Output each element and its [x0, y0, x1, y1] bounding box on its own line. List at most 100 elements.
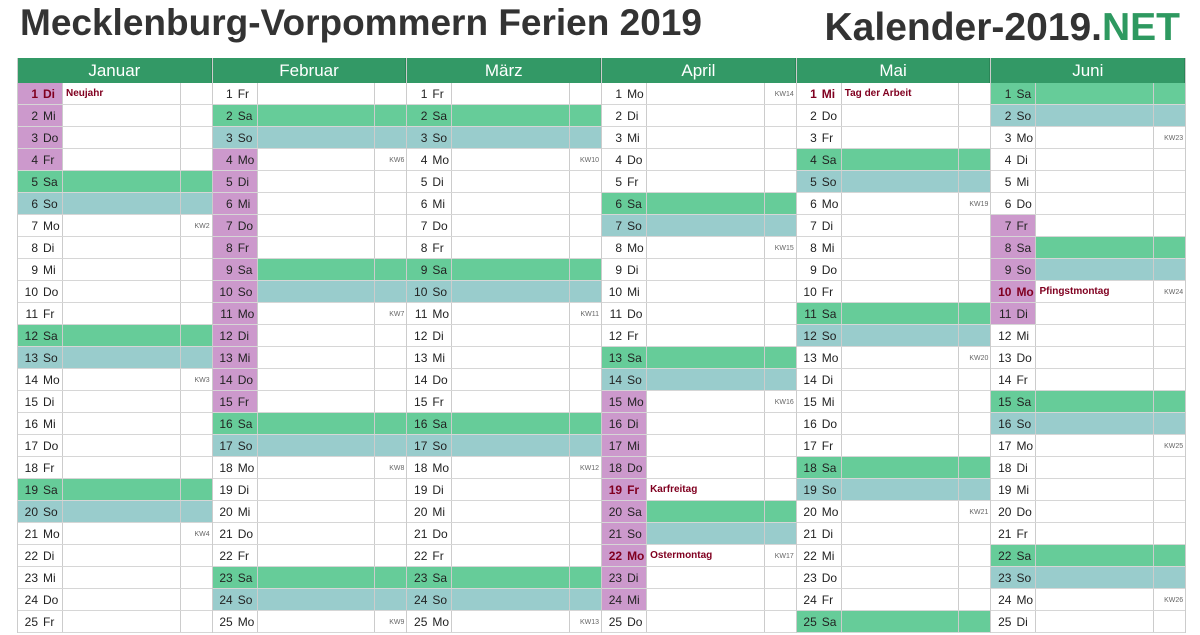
day-row[interactable]: 1 Mo KW14 — [602, 83, 796, 105]
day-row[interactable]: 24 So — [407, 589, 602, 611]
day-row[interactable]: 15 Mi — [796, 391, 991, 413]
day-row[interactable]: 8 Mi — [796, 237, 991, 259]
day-row[interactable]: 5 Di — [212, 171, 407, 193]
day-row[interactable]: 19 Di — [212, 479, 407, 501]
day-row[interactable]: 17 Mi — [602, 435, 796, 457]
day-row[interactable]: 9 Do — [796, 259, 991, 281]
day-row[interactable]: 10 So — [407, 281, 602, 303]
day-row[interactable]: 12 Mi — [991, 325, 1186, 347]
day-row[interactable]: 24 So — [212, 589, 407, 611]
day-row[interactable]: 19 So — [796, 479, 991, 501]
day-row[interactable]: 4 Mo KW10 — [407, 149, 602, 171]
day-row[interactable]: 20 Sa — [602, 501, 796, 523]
day-row[interactable]: 22 Fr — [407, 545, 602, 567]
day-row[interactable]: 5 Fr — [602, 171, 796, 193]
day-row[interactable]: 22 Mo Ostermontag KW17 — [602, 545, 796, 567]
day-row[interactable]: 21 Fr — [991, 523, 1186, 545]
day-row[interactable]: 3 Mo KW23 — [991, 127, 1186, 149]
day-row[interactable]: 6 Mo KW19 — [796, 193, 991, 215]
day-row[interactable]: 25 Sa — [796, 611, 991, 633]
day-row[interactable]: 2 Do — [796, 105, 991, 127]
day-row[interactable]: 4 Mo KW6 — [212, 149, 407, 171]
day-row[interactable]: 17 Fr — [796, 435, 991, 457]
day-row[interactable]: 6 Do — [991, 193, 1186, 215]
day-row[interactable]: 19 Mi — [991, 479, 1186, 501]
day-row[interactable]: 1 Sa — [991, 83, 1186, 105]
day-row[interactable]: 11 Fr — [18, 303, 212, 325]
day-row[interactable]: 6 Mi — [212, 193, 407, 215]
day-row[interactable]: 21 Di — [796, 523, 991, 545]
day-row[interactable]: 6 Sa — [602, 193, 796, 215]
day-row[interactable]: 5 Mi — [991, 171, 1186, 193]
day-row[interactable]: 2 Sa — [212, 105, 407, 127]
day-row[interactable]: 6 Mi — [407, 193, 602, 215]
day-row[interactable]: 4 Do — [602, 149, 796, 171]
day-row[interactable]: 16 Mi — [18, 413, 212, 435]
day-row[interactable]: 11 Di — [991, 303, 1186, 325]
day-row[interactable]: 14 So — [602, 369, 796, 391]
day-row[interactable]: 21 So — [602, 523, 796, 545]
day-row[interactable]: 19 Fr Karfreitag — [602, 479, 796, 501]
day-row[interactable]: 18 Mo KW12 — [407, 457, 602, 479]
day-row[interactable]: 16 Sa — [407, 413, 602, 435]
day-row[interactable]: 17 Mo KW25 — [991, 435, 1186, 457]
day-row[interactable]: 21 Do — [212, 523, 407, 545]
day-row[interactable]: 10 Fr — [796, 281, 991, 303]
day-row[interactable]: 4 Di — [991, 149, 1186, 171]
day-row[interactable]: 13 Mi — [407, 347, 602, 369]
day-row[interactable]: 12 So — [796, 325, 991, 347]
day-row[interactable]: 4 Sa — [796, 149, 991, 171]
day-row[interactable]: 20 Mi — [407, 501, 602, 523]
day-row[interactable]: 9 Sa — [407, 259, 602, 281]
day-row[interactable]: 22 Sa — [991, 545, 1186, 567]
day-row[interactable]: 12 Di — [407, 325, 602, 347]
day-row[interactable]: 10 Mo Pfingstmontag KW24 — [991, 281, 1186, 303]
day-row[interactable]: 11 Mo KW11 — [407, 303, 602, 325]
day-row[interactable]: 17 Do — [18, 435, 212, 457]
day-row[interactable]: 18 Fr — [18, 457, 212, 479]
day-row[interactable]: 10 Do — [18, 281, 212, 303]
day-row[interactable]: 23 Mi — [18, 567, 212, 589]
day-row[interactable]: 9 So — [991, 259, 1186, 281]
day-row[interactable]: 22 Mi — [796, 545, 991, 567]
day-row[interactable]: 1 Mi Tag der Arbeit — [796, 83, 991, 105]
day-row[interactable]: 9 Di — [602, 259, 796, 281]
day-row[interactable]: 19 Sa — [18, 479, 212, 501]
day-row[interactable]: 11 Mo KW7 — [212, 303, 407, 325]
day-row[interactable]: 24 Do — [18, 589, 212, 611]
day-row[interactable]: 18 Do — [602, 457, 796, 479]
day-row[interactable]: 20 Mo KW21 — [796, 501, 991, 523]
day-row[interactable]: 7 Do — [212, 215, 407, 237]
day-row[interactable]: 16 Di — [602, 413, 796, 435]
day-row[interactable]: 21 Mo KW4 — [18, 523, 212, 545]
day-row[interactable]: 11 Do — [602, 303, 796, 325]
day-row[interactable]: 2 Sa — [407, 105, 602, 127]
day-row[interactable]: 8 Fr — [407, 237, 602, 259]
day-row[interactable]: 2 Mi — [18, 105, 212, 127]
day-row[interactable]: 5 Di — [407, 171, 602, 193]
day-row[interactable]: 16 Do — [796, 413, 991, 435]
day-row[interactable]: 24 Fr — [796, 589, 991, 611]
day-row[interactable]: 2 Di — [602, 105, 796, 127]
day-row[interactable]: 12 Di — [212, 325, 407, 347]
day-row[interactable]: 9 Mi — [18, 259, 212, 281]
day-row[interactable]: 2 So — [991, 105, 1186, 127]
day-row[interactable]: 13 Sa — [602, 347, 796, 369]
day-row[interactable]: 23 Di — [602, 567, 796, 589]
day-row[interactable]: 23 So — [991, 567, 1186, 589]
day-row[interactable]: 15 Di — [18, 391, 212, 413]
day-row[interactable]: 23 Do — [796, 567, 991, 589]
day-row[interactable]: 8 Di — [18, 237, 212, 259]
day-row[interactable]: 23 Sa — [212, 567, 407, 589]
day-row[interactable]: 11 Sa — [796, 303, 991, 325]
day-row[interactable]: 15 Fr — [212, 391, 407, 413]
brand-logo[interactable]: Kalender-2019.NET — [825, 6, 1180, 50]
day-row[interactable]: 1 Fr — [212, 83, 407, 105]
day-row[interactable]: 16 So — [991, 413, 1186, 435]
day-row[interactable]: 3 Do — [18, 127, 212, 149]
day-row[interactable]: 16 Sa — [212, 413, 407, 435]
day-row[interactable]: 7 Do — [407, 215, 602, 237]
day-row[interactable]: 14 Mo KW3 — [18, 369, 212, 391]
day-row[interactable]: 3 So — [407, 127, 602, 149]
day-row[interactable]: 20 Do — [991, 501, 1186, 523]
